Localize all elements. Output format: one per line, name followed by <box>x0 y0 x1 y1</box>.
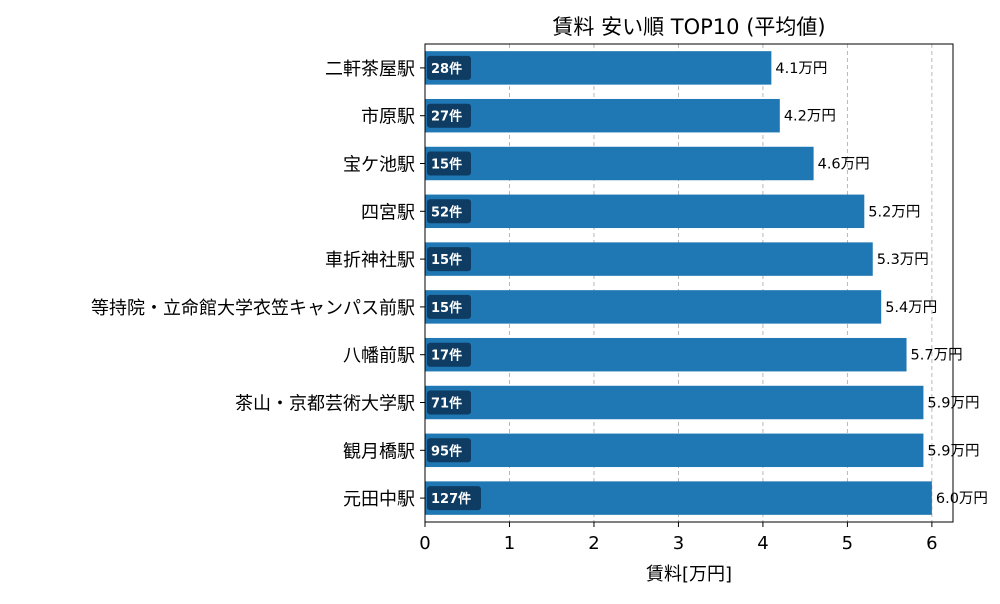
value-label: 5.7万円 <box>911 348 963 364</box>
count-badge <box>427 247 471 272</box>
axis-layer: 0 1 2 3 4 5 6 二軒茶屋駅市原駅宝ケ池駅四宮駅車折神社駅等持院・立命館大学衣笠キャ… <box>91 43 954 554</box>
value-label: 4.2万円 <box>784 109 836 125</box>
bar <box>425 433 924 468</box>
chart-title: 賃料 安い順 TOP10 (平均値) <box>552 15 825 39</box>
x-tick-label: 1 <box>504 533 515 554</box>
label-layer: 28件 4.1万円 27件 4.2万円 15件 4.6万円 52件 5.2万円 15件 5.3万円… <box>427 55 988 511</box>
x-axis-label: 賃料[万円] <box>646 564 732 585</box>
count-badge <box>427 199 471 224</box>
y-tick-label: 八幡前駅 <box>343 346 415 367</box>
y-tick-label: 宝ケ池駅 <box>343 155 415 176</box>
y-tick-label: 二軒茶屋駅 <box>325 59 415 80</box>
y-tick-label: 茶山・京都芸術大学駅 <box>235 394 415 415</box>
value-label: 4.6万円 <box>818 157 870 173</box>
x-tick-label: 4 <box>757 533 768 554</box>
value-label: 4.1万円 <box>775 61 827 77</box>
count-label: 28件 <box>431 61 462 77</box>
plot-frame <box>424 43 954 523</box>
count-label: 127件 <box>431 491 471 507</box>
count-label: 17件 <box>431 348 462 364</box>
count-badge <box>427 55 471 80</box>
value-label: 6.0万円 <box>936 491 988 507</box>
count-badge <box>427 486 481 511</box>
x-tick-label: 2 <box>588 533 599 554</box>
y-tick-label: 四宮駅 <box>361 202 415 223</box>
count-label: 15件 <box>431 252 462 268</box>
y-tick-label: 車折神社駅 <box>325 250 415 271</box>
count-badge <box>427 151 471 176</box>
bar <box>425 385 924 420</box>
x-tick-label: 5 <box>842 533 853 554</box>
count-label: 27件 <box>431 109 462 125</box>
count-badge <box>427 390 471 415</box>
bar <box>425 98 780 133</box>
x-tick-label: 3 <box>673 533 684 554</box>
y-tick-label: 市原駅 <box>361 107 415 128</box>
count-badge <box>427 103 471 128</box>
bar <box>425 290 882 324</box>
value-label: 5.2万円 <box>868 204 920 220</box>
bar <box>425 481 932 515</box>
y-tick-label: 観月橋駅 <box>343 441 415 462</box>
bar <box>425 194 865 229</box>
value-label: 5.3万円 <box>877 252 929 268</box>
y-tick-label: 元田中駅 <box>343 489 415 510</box>
count-label: 95件 <box>431 443 462 459</box>
count-badge <box>427 294 471 319</box>
bar <box>425 337 907 372</box>
bar <box>425 146 814 181</box>
value-label: 5.4万円 <box>885 300 937 316</box>
bar-layer <box>425 51 932 515</box>
count-label: 52件 <box>431 204 462 220</box>
bar <box>425 51 772 85</box>
bar <box>425 242 873 276</box>
count-label: 15件 <box>431 157 462 173</box>
x-tick-label: 6 <box>926 533 937 554</box>
count-badge <box>427 438 471 463</box>
x-tick-label: 0 <box>419 533 430 554</box>
y-tick-label: 等持院・立命館大学衣笠キャンパス前駅 <box>91 298 415 319</box>
count-badge <box>427 342 471 367</box>
count-label: 15件 <box>431 300 462 316</box>
count-label: 71件 <box>431 396 462 412</box>
